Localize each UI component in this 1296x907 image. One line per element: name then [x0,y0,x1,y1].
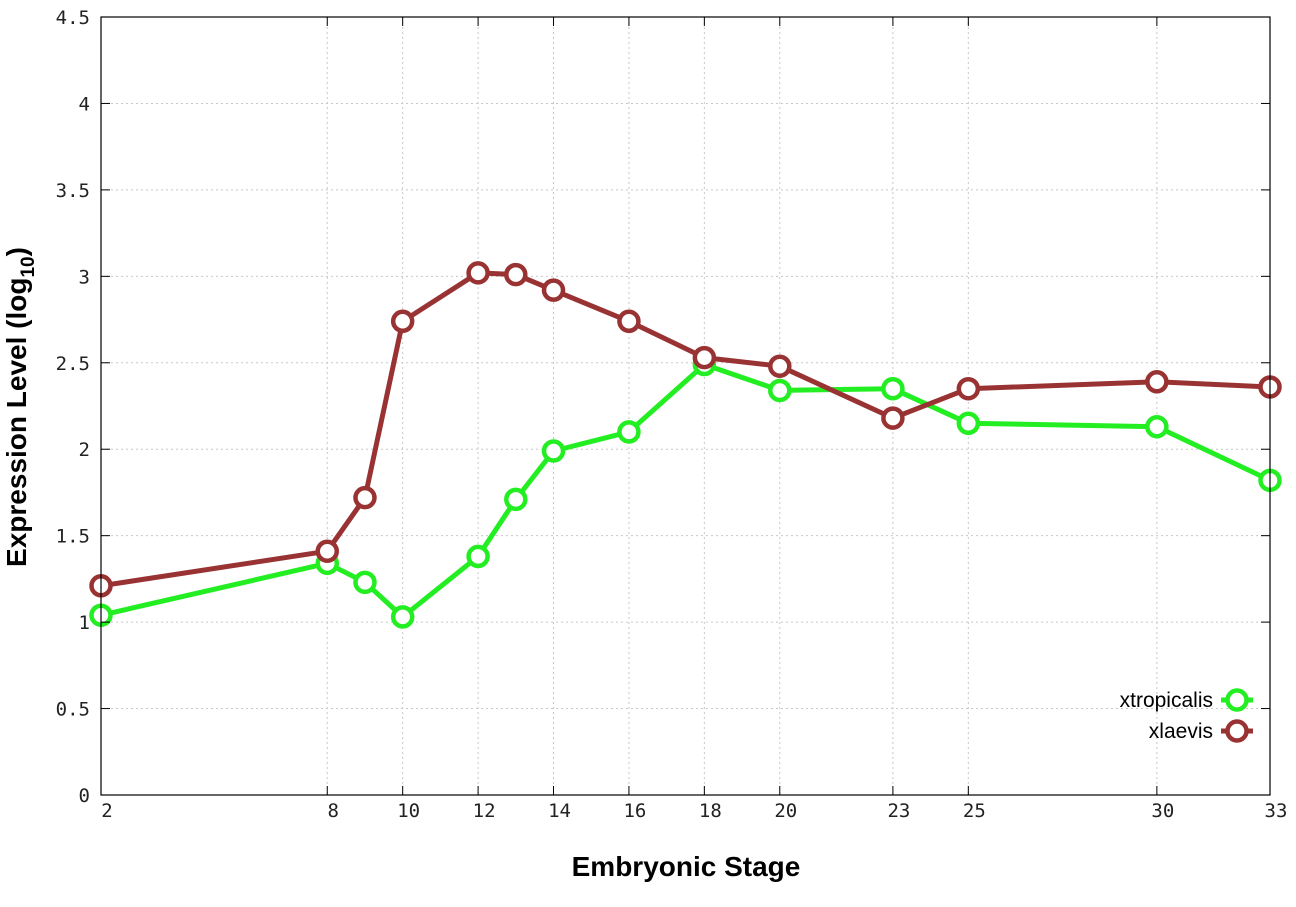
legend-swatch-marker [1225,719,1249,743]
data-point-xtropicalis [956,411,981,436]
x-tick-label: 33 [1265,800,1288,822]
data-point-xtropicalis [881,376,905,401]
x-tick-label: 30 [1151,800,1174,822]
axis-ticks: 0 0.5 1 1.5 2 2.5 3 3.5 4 4.5 2 8 10 12 14 16 18 20 23 25 30… [56,7,1288,822]
y-tick-label: 0 [79,785,90,807]
data-point-xlaevis [692,345,717,370]
y-axis-title: Expression Level (log10) [1,247,39,567]
legend-swatch-marker [1225,688,1249,712]
data-point-xlaevis [390,309,415,334]
y-tick-label: 2.5 [56,353,90,375]
y-axis-title-close: ) [1,247,32,256]
data-point-xtropicalis [617,420,641,444]
legend: xtropicalis xlaevis [1120,688,1253,743]
plot-frame [100,16,1271,796]
y-tick-label: 3.5 [56,180,90,202]
y-tick-label: 1 [79,612,90,634]
y-axis-title-main: Expression Level (log [1,278,32,567]
x-tick-label: 14 [548,800,571,822]
data-point-xlaevis [881,406,905,430]
data-point-xtropicalis [390,605,415,629]
y-axis-title-subscript: 10 [18,256,39,277]
data-point-xlaevis [315,539,340,563]
y-tick-label: 1.5 [56,526,90,548]
x-axis-title: Embryonic Stage [572,851,801,882]
series-layer [89,261,1282,629]
y-tick-label: 4.5 [56,7,90,29]
x-tick-label: 16 [623,800,646,822]
grid-lines [101,17,1270,795]
data-point-xtropicalis [1145,414,1169,439]
data-point-xlaevis [768,354,792,378]
data-point-xlaevis [504,262,528,287]
x-tick-label: 8 [328,800,339,822]
legend-item-xtropicalis: xtropicalis [1120,688,1253,712]
x-tick-label: 2 [101,800,112,822]
data-point-xtropicalis [541,439,566,463]
series-xlaevis [89,261,1282,598]
x-tick-label: 20 [774,800,797,822]
data-point-xtropicalis [504,487,528,512]
y-tick-label: 0.5 [56,699,90,721]
data-point-xlaevis [1145,370,1169,394]
legend-item-xlaevis: xlaevis [1149,719,1253,743]
x-tick-label: 25 [963,800,986,822]
data-point-xtropicalis [466,544,490,569]
y-tick-label: 2 [79,439,90,461]
x-tick-label: 12 [473,800,496,822]
data-point-xlaevis [353,485,377,510]
series-line-xlaevis [100,270,1271,589]
x-tick-label: 18 [699,800,722,822]
data-point-xlaevis [617,309,641,334]
series-line-xtropicalis [100,362,1272,620]
data-point-xtropicalis [768,378,792,403]
series-xtropicalis [89,352,1282,629]
data-point-xtropicalis [353,570,377,595]
data-point-xlaevis [466,261,490,285]
data-point-xlaevis [956,376,981,401]
legend-label: xlaevis [1149,720,1213,743]
y-tick-label: 4 [79,93,90,115]
legend-label: xtropicalis [1120,689,1213,712]
data-point-xlaevis [541,278,566,302]
x-tick-label: 10 [397,800,420,822]
x-tick-label: 23 [887,800,910,822]
y-tick-label: 3 [79,266,90,288]
